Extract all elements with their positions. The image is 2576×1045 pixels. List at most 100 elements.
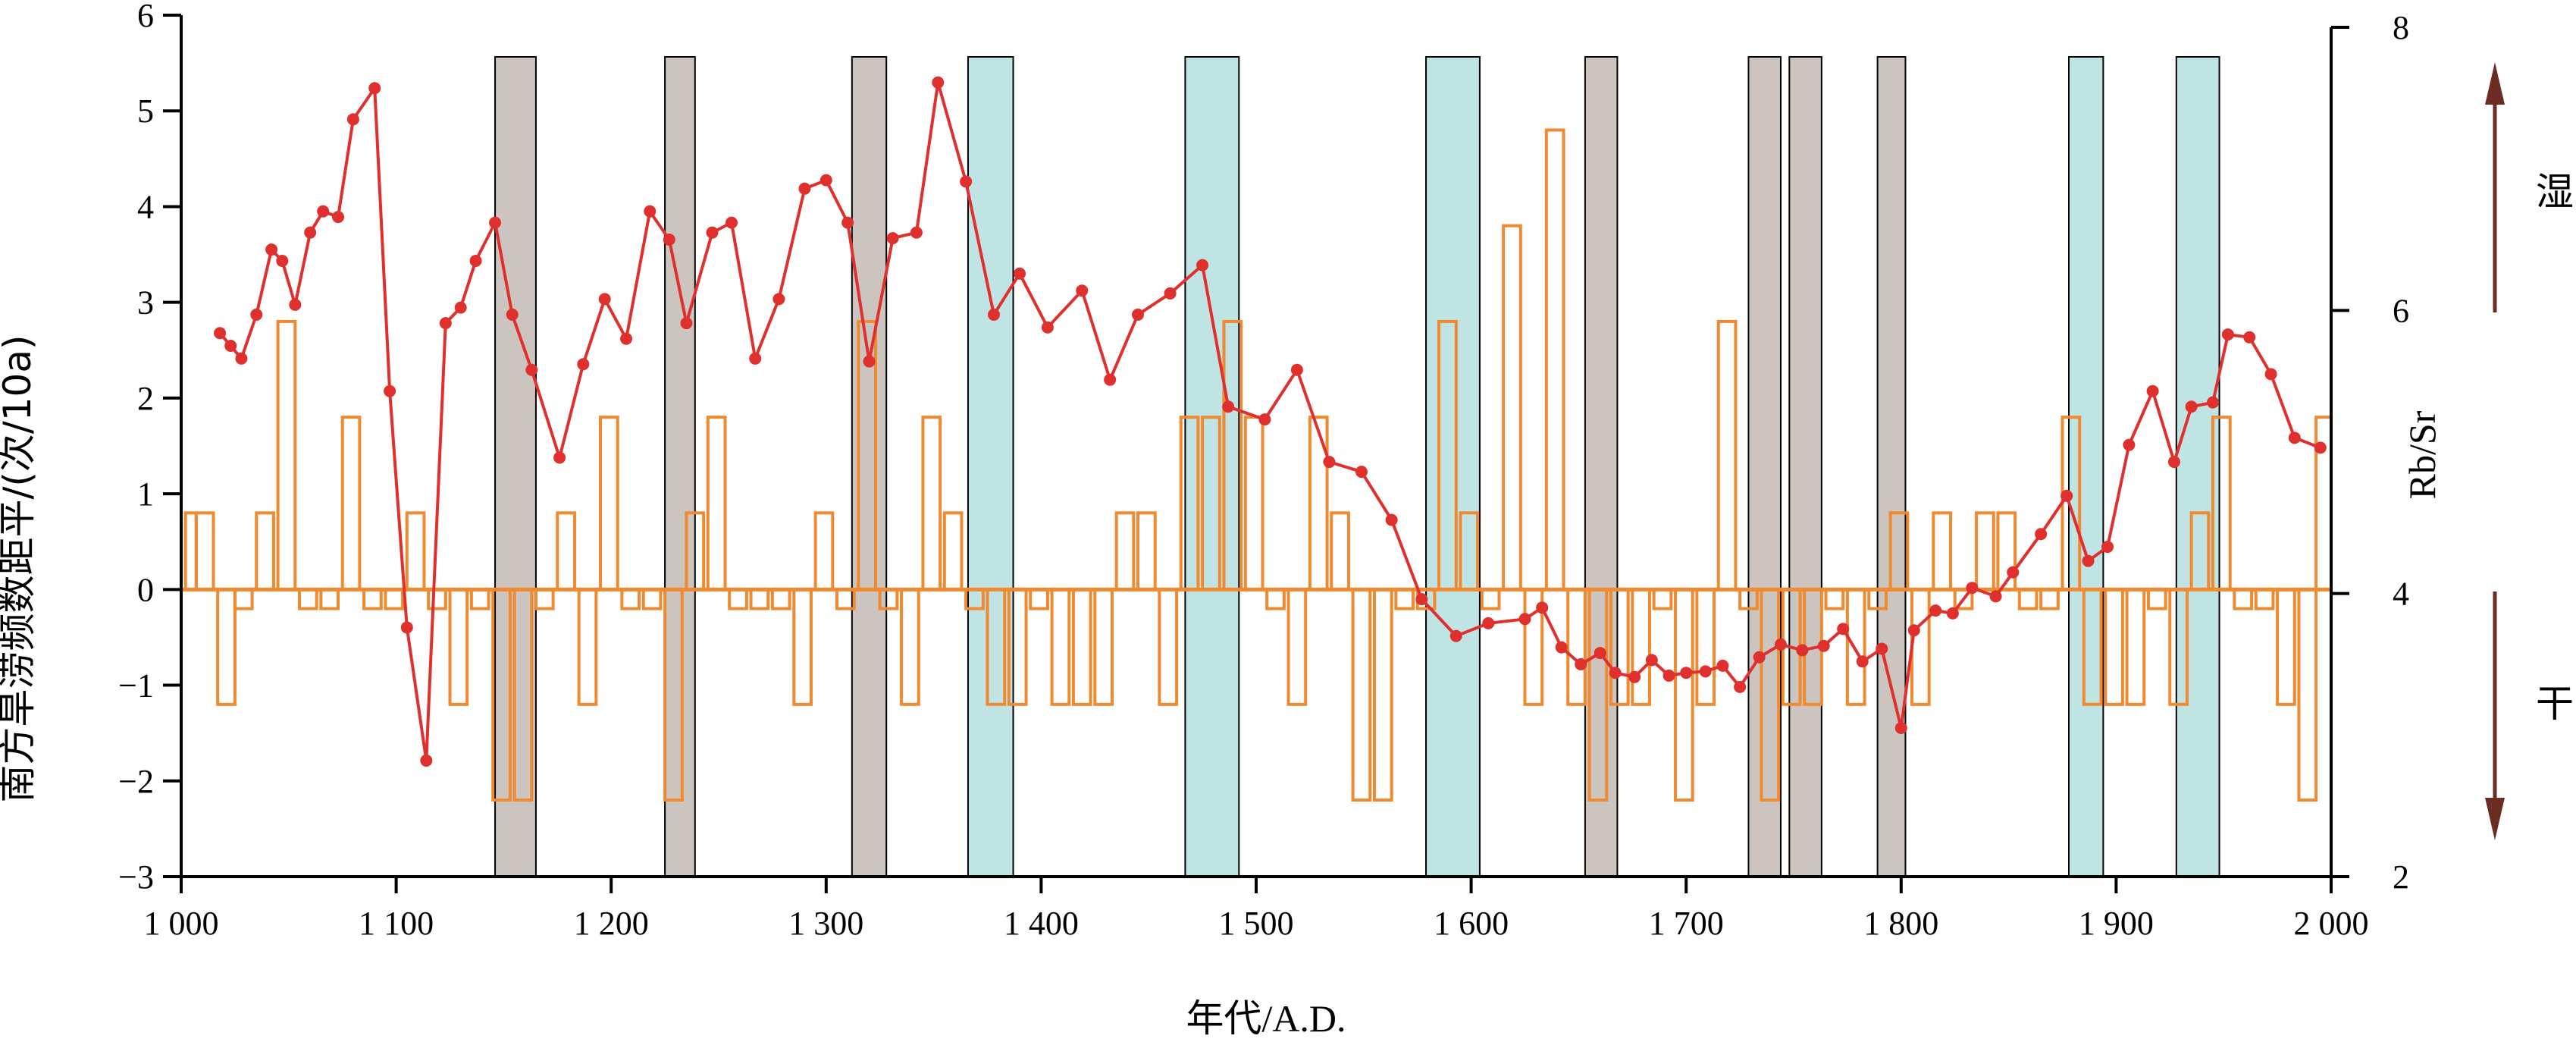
rbsr-point: [214, 327, 227, 340]
rbsr-point: [932, 76, 945, 89]
rbsr-point: [1222, 400, 1235, 413]
y-left-tick-label: 5: [137, 93, 154, 130]
y-right-tick-label: 6: [2393, 292, 2409, 329]
rbsr-point: [2007, 566, 2020, 579]
rbsr-point: [1645, 654, 1658, 667]
rbsr-point: [2207, 396, 2220, 409]
rbsr-point: [1041, 321, 1054, 334]
y-left-tick-label: 4: [137, 188, 154, 225]
flood-bar: [1652, 588, 1673, 610]
rbsr-point: [2101, 541, 2114, 554]
x-tick-label: 1 600: [1434, 905, 1509, 942]
rbsr-point: [1536, 601, 1549, 614]
flood-bar: [2082, 588, 2103, 706]
flood-bar: [1050, 588, 1071, 706]
flood-bar: [577, 588, 598, 706]
flood-bar: [835, 588, 856, 610]
flood-bar: [1932, 511, 1953, 592]
flood-bar: [1459, 511, 1480, 592]
rbsr-point: [250, 308, 263, 321]
flood-bar: [986, 588, 1007, 706]
flood-bar: [2104, 588, 2124, 706]
flood-bar: [491, 588, 512, 802]
rbsr-point: [1196, 259, 1209, 271]
rbsr-point: [525, 363, 538, 376]
rbsr-point: [276, 255, 289, 267]
x-tick-label: 1 100: [359, 905, 434, 942]
rbsr-point: [577, 358, 590, 371]
rbsr-point: [1796, 644, 1809, 657]
rbsr-point: [598, 293, 611, 306]
flood-bar: [297, 588, 318, 610]
dry-label: 干: [2536, 682, 2574, 726]
y-right-tick-label: 4: [2393, 576, 2409, 613]
y-right-tick-label: 2: [2393, 858, 2409, 896]
flood-bar: [2211, 416, 2232, 592]
rbsr-point: [749, 352, 762, 365]
flood-bar: [1265, 588, 1286, 610]
rbsr-point: [1385, 513, 1398, 526]
rbsr-point: [2035, 528, 2048, 541]
rbsr-point: [2288, 431, 2301, 444]
flood-bar: [1845, 588, 1866, 706]
event-bands: [494, 56, 2220, 877]
rbsr-series: [214, 76, 2327, 767]
rbsr-point: [439, 317, 452, 330]
flood-bar: [706, 416, 727, 592]
x-tick-label: 1 300: [788, 905, 863, 942]
flood-bar: [599, 416, 619, 592]
flood-bar: [641, 588, 663, 610]
flood-bar: [1695, 588, 1716, 706]
y-left-tick-label: 6: [137, 0, 154, 34]
rbsr-point: [1290, 363, 1303, 376]
flood-bar: [728, 588, 748, 610]
rbsr-point: [1894, 722, 1907, 734]
flood-bar: [556, 511, 576, 592]
flood-bar: [1674, 588, 1694, 802]
flood-bar: [2189, 511, 2211, 592]
flood-bar: [1372, 588, 1393, 802]
flood-bar: [1330, 511, 1350, 592]
flood-bar: [792, 588, 813, 706]
rbsr-point: [2146, 384, 2159, 397]
flood-bar: [1867, 588, 1888, 610]
flood-bar: [2146, 588, 2167, 610]
rbsr-point: [2167, 456, 2180, 469]
flood-bar: [276, 319, 297, 592]
rbsr-point: [863, 355, 876, 368]
flood-bar: [1179, 416, 1200, 592]
flood-bar: [183, 511, 198, 592]
rbsr-point: [553, 451, 566, 464]
flood-bar: [921, 416, 942, 592]
rbsr-point: [1482, 617, 1495, 629]
flood-bar: [2297, 588, 2318, 802]
rbsr-point: [644, 205, 657, 218]
flood-bar: [685, 511, 706, 592]
flood-bar: [1996, 511, 2017, 592]
flood-bar: [1888, 511, 1910, 592]
rbsr-point: [1449, 629, 1462, 642]
flood-bar: [2254, 588, 2275, 610]
rbsr-point: [384, 384, 396, 397]
flood-bar: [448, 588, 469, 706]
flood-bar: [1716, 319, 1738, 592]
y-axis-right-title: Rb/Sr: [2401, 410, 2443, 499]
rbsr-point: [1164, 287, 1177, 300]
y-left-tick-label: 2: [137, 380, 154, 417]
flood-bar: [942, 511, 964, 592]
cyan-band: [2068, 56, 2104, 877]
flood-bar: [405, 511, 426, 592]
flood-bar: [1953, 588, 1974, 610]
flood-bar: [1158, 588, 1179, 706]
flood-bar: [2017, 588, 2039, 610]
rbsr-point: [1680, 667, 1693, 679]
rbsr-point: [1907, 624, 1920, 637]
flood-bar: [1351, 588, 1372, 802]
rbsr-point: [1323, 456, 1336, 469]
flood-bar: [1308, 416, 1329, 592]
flood-bar: [749, 588, 770, 610]
flood-bar: [1523, 588, 1544, 706]
cyan-band: [1184, 56, 1240, 877]
gray-band: [1876, 56, 1907, 877]
rbsr-point: [1594, 647, 1606, 660]
